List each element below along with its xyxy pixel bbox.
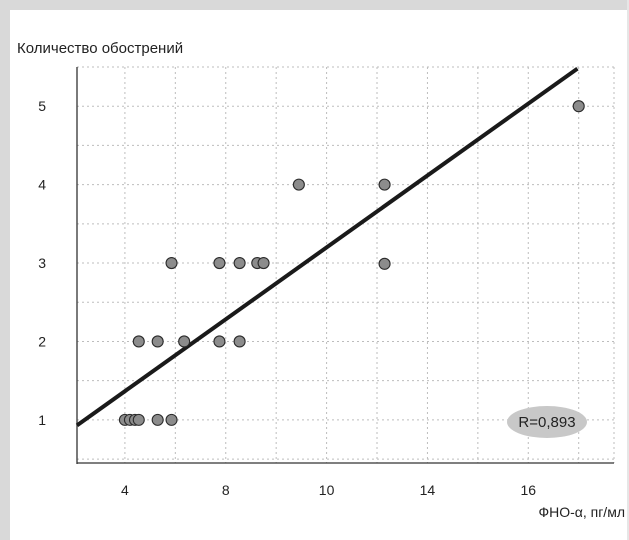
x-tick-label: 4 xyxy=(121,482,129,498)
data-point xyxy=(151,335,164,348)
y-axis-title: Количество обострений xyxy=(17,40,183,57)
x-tick-label: 8 xyxy=(222,482,230,498)
y-tick-label: 2 xyxy=(38,333,46,349)
data-point xyxy=(165,256,178,270)
x-tick-labels: 4 8 10 14 16 xyxy=(121,482,536,498)
r-badge-ellipse xyxy=(507,406,587,438)
data-point xyxy=(292,178,305,191)
data-point xyxy=(132,413,145,426)
data-point xyxy=(233,335,246,348)
data-point xyxy=(165,413,178,426)
data-point xyxy=(378,257,391,270)
data-point xyxy=(178,335,191,348)
data-point xyxy=(132,335,145,348)
y-tick-label: 4 xyxy=(38,177,46,193)
data-point xyxy=(233,256,246,270)
x-axis-title: ФНО-α, пг/мл xyxy=(538,504,625,520)
data-point xyxy=(378,178,391,191)
y-tick-labels: 1 2 3 4 5 xyxy=(38,98,46,428)
r-badge: R=0,893 xyxy=(507,406,587,438)
points-group xyxy=(118,100,585,426)
frame-right-bar xyxy=(627,0,629,540)
frame-left-bar xyxy=(0,0,10,540)
data-point xyxy=(572,100,585,113)
y-tick-label: 3 xyxy=(38,255,46,271)
x-tick-label: 10 xyxy=(319,482,335,498)
data-point xyxy=(213,256,226,270)
data-point xyxy=(151,413,164,426)
grid xyxy=(77,66,615,463)
y-tick-label: 1 xyxy=(38,412,46,428)
r-badge-label: R=0,893 xyxy=(518,414,575,431)
x-tick-label: 14 xyxy=(420,482,436,498)
y-tick-label: 5 xyxy=(38,98,46,114)
frame-top-bar xyxy=(0,0,629,10)
regression-line xyxy=(75,66,579,427)
data-point xyxy=(213,335,226,348)
axes xyxy=(76,67,614,464)
data-point xyxy=(257,256,270,270)
trend-line-group xyxy=(75,66,579,427)
x-tick-label: 16 xyxy=(520,482,536,498)
